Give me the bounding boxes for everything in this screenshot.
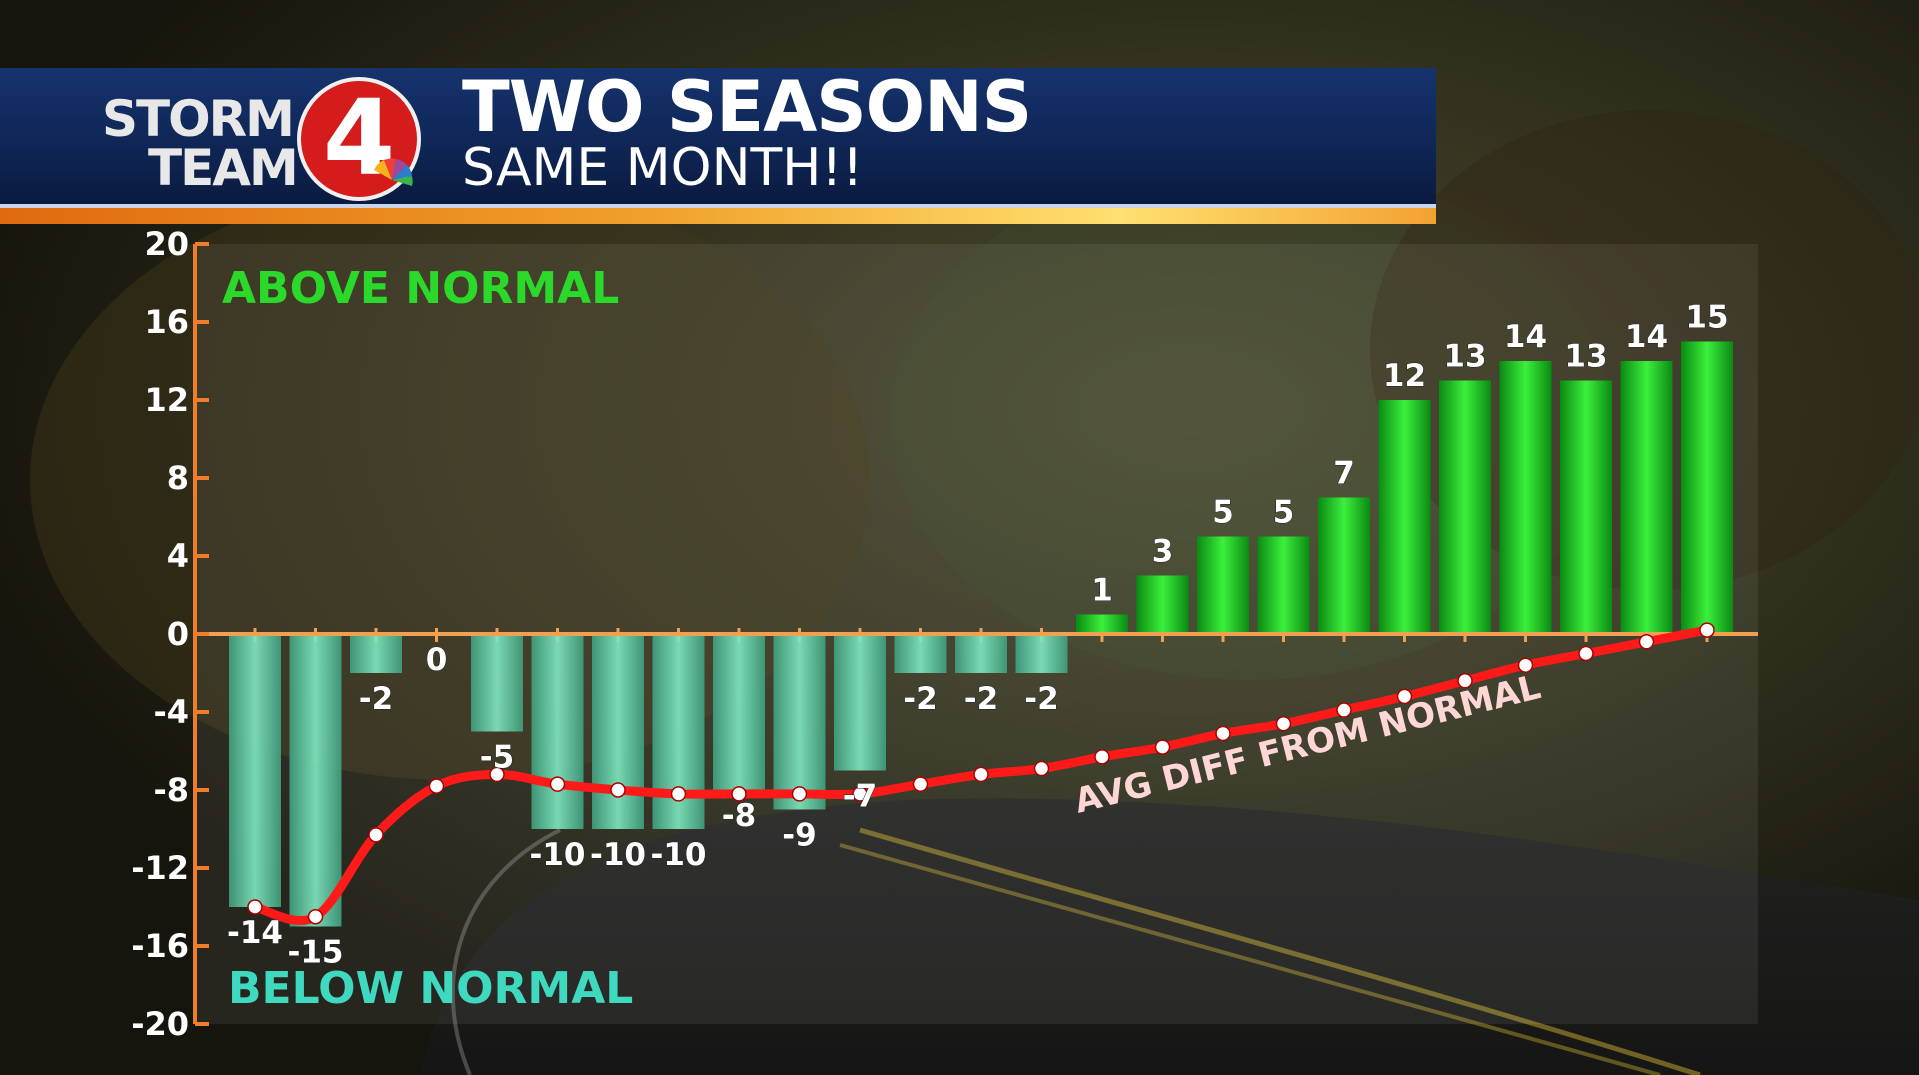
- avg-diff-point: [307, 909, 324, 925]
- bar-value-label: 15: [1685, 300, 1728, 336]
- y-tick-label: -8: [153, 771, 189, 809]
- bar: [1257, 536, 1310, 634]
- bar-value-label: 14: [1625, 319, 1668, 355]
- bar-value-label: 13: [1443, 339, 1486, 375]
- y-tick-label: 12: [144, 381, 189, 419]
- bar: [1620, 361, 1673, 634]
- bar-value-label: -10: [529, 837, 585, 873]
- bar: [834, 634, 886, 771]
- avg-diff-point: [489, 766, 505, 783]
- avg-diff-point: [1517, 657, 1534, 673]
- bar: [955, 634, 1007, 673]
- bar: [531, 634, 584, 829]
- bar: [773, 634, 826, 810]
- bar-value-label: 14: [1504, 319, 1547, 355]
- bar-value-label: 5: [1273, 495, 1295, 531]
- header-stripe: [0, 208, 1436, 224]
- bar: [1318, 497, 1370, 634]
- avg-diff-point: [1094, 749, 1110, 765]
- y-tick-label: -20: [131, 1005, 189, 1043]
- page-subtitle: SAME MONTH!!: [462, 138, 864, 198]
- bar: [289, 634, 342, 927]
- avg-diff-point: [549, 776, 566, 792]
- logo-number: 4: [323, 77, 395, 199]
- bar: [1015, 634, 1068, 673]
- avg-diff-point: [1578, 645, 1594, 662]
- bar: [1499, 361, 1552, 634]
- avg-diff-point: [1033, 760, 1050, 777]
- storm-team-4-logo: 4: [297, 77, 421, 201]
- bar: [592, 634, 644, 829]
- avg-diff-point: [1275, 715, 1292, 732]
- avg-diff-point: [1215, 725, 1231, 742]
- y-tick-label: -16: [131, 927, 189, 965]
- bar-value-label: -2: [359, 681, 393, 717]
- avg-diff-point: [791, 786, 808, 802]
- logo-storm-text: STORM: [102, 90, 295, 148]
- header-divider: [0, 204, 1436, 208]
- avg-diff-point: [368, 827, 384, 843]
- avg-diff-point: [731, 786, 747, 802]
- bar-value-label: 1: [1091, 573, 1113, 609]
- bar: [1681, 341, 1733, 634]
- bar-value-label: 0: [426, 642, 448, 678]
- bar: [894, 634, 947, 673]
- y-tick-label: -4: [153, 693, 189, 731]
- page-title: TWO SEASONS: [462, 66, 1032, 148]
- avg-diff-point: [1154, 739, 1171, 755]
- bar: [229, 634, 281, 907]
- avg-diff-point: [610, 782, 626, 798]
- bar-value-label: -10: [590, 837, 646, 873]
- avg-diff-point: [428, 778, 445, 794]
- bar-value-label: 13: [1564, 339, 1607, 375]
- bar-value-label: 7: [1333, 456, 1355, 492]
- bar: [1136, 575, 1189, 634]
- bar-value-label: 12: [1383, 358, 1426, 394]
- bar: [350, 634, 402, 673]
- avg-diff-point: [973, 766, 989, 783]
- y-tick-label: 0: [167, 615, 189, 653]
- y-tick-label: 20: [144, 225, 189, 263]
- bar-value-label: -2: [964, 681, 998, 717]
- avg-diff-point: [1396, 688, 1413, 705]
- peacock-icon: [374, 158, 413, 186]
- bar-value-label: -10: [650, 837, 706, 873]
- bar-value-label: -2: [903, 681, 937, 717]
- bar-value-label: -14: [227, 915, 283, 951]
- avg-diff-point: [670, 786, 687, 802]
- bar-value-label: -15: [287, 935, 343, 971]
- bar-value-label: -2: [1024, 681, 1058, 717]
- bar: [1076, 614, 1128, 634]
- bar-value-label: -5: [480, 740, 514, 776]
- bar-value-label: 3: [1152, 534, 1174, 570]
- above-normal-label: ABOVE NORMAL: [222, 263, 619, 314]
- bar-value-label: -8: [722, 798, 756, 834]
- avg-diff-point: [247, 899, 263, 915]
- y-tick-label: -12: [131, 849, 189, 887]
- avg-diff-point: [1699, 622, 1715, 638]
- avg-diff-point: [1638, 634, 1655, 650]
- bar: [1560, 380, 1612, 634]
- logo-team-text: TEAM: [148, 139, 299, 197]
- bar-value-label: -9: [782, 818, 816, 854]
- bar: [1197, 536, 1249, 634]
- avg-diff-point: [1457, 673, 1473, 689]
- below-normal-label: BELOW NORMAL: [228, 963, 633, 1014]
- bar-value-label: 5: [1212, 495, 1234, 531]
- bar: [1378, 400, 1431, 634]
- bar-value-label: -7: [843, 779, 877, 815]
- avg-diff-point: [852, 786, 868, 802]
- avg-diff-point: [1336, 702, 1352, 718]
- bar: [471, 634, 523, 732]
- avg-diff-point: [912, 776, 929, 792]
- bar: [713, 634, 765, 790]
- y-tick-label: 16: [144, 303, 189, 341]
- header-banner: [0, 68, 1436, 208]
- y-tick-label: 8: [167, 459, 189, 497]
- bar: [1439, 380, 1491, 634]
- y-tick-label: 4: [167, 537, 189, 575]
